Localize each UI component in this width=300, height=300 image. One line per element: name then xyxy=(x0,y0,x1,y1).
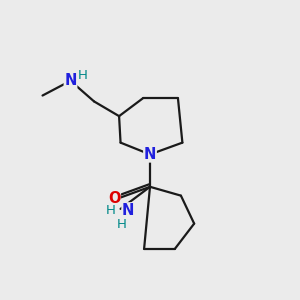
Text: N: N xyxy=(122,203,134,218)
Text: O: O xyxy=(108,191,120,206)
Text: H: H xyxy=(105,204,115,217)
Text: H: H xyxy=(78,69,88,82)
Text: N: N xyxy=(64,73,77,88)
Text: N: N xyxy=(144,147,156,162)
Text: H: H xyxy=(117,218,127,231)
